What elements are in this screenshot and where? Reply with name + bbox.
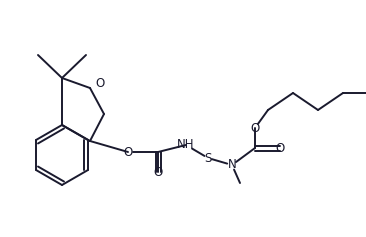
Text: N: N xyxy=(228,159,236,172)
Text: O: O xyxy=(250,122,259,135)
Text: NH: NH xyxy=(177,138,195,151)
Text: O: O xyxy=(275,141,285,155)
Text: O: O xyxy=(96,77,105,90)
Text: S: S xyxy=(204,151,212,164)
Text: O: O xyxy=(153,165,163,178)
Text: O: O xyxy=(123,146,132,159)
